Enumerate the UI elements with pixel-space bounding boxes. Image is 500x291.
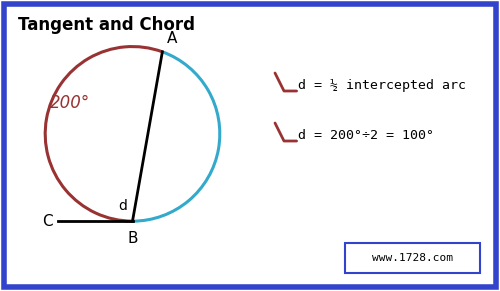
Text: 200°: 200° bbox=[50, 94, 90, 112]
Text: C: C bbox=[42, 214, 52, 229]
Text: d = ½ intercepted arc: d = ½ intercepted arc bbox=[298, 79, 466, 92]
Text: www.1728.com: www.1728.com bbox=[372, 253, 453, 263]
Text: d: d bbox=[118, 199, 127, 213]
Text: d = 200°÷2 = 100°: d = 200°÷2 = 100° bbox=[298, 129, 434, 142]
Text: A: A bbox=[168, 31, 177, 46]
Text: B: B bbox=[128, 231, 138, 246]
Text: Tangent and Chord: Tangent and Chord bbox=[18, 16, 195, 34]
Bar bbox=[345, 243, 480, 273]
